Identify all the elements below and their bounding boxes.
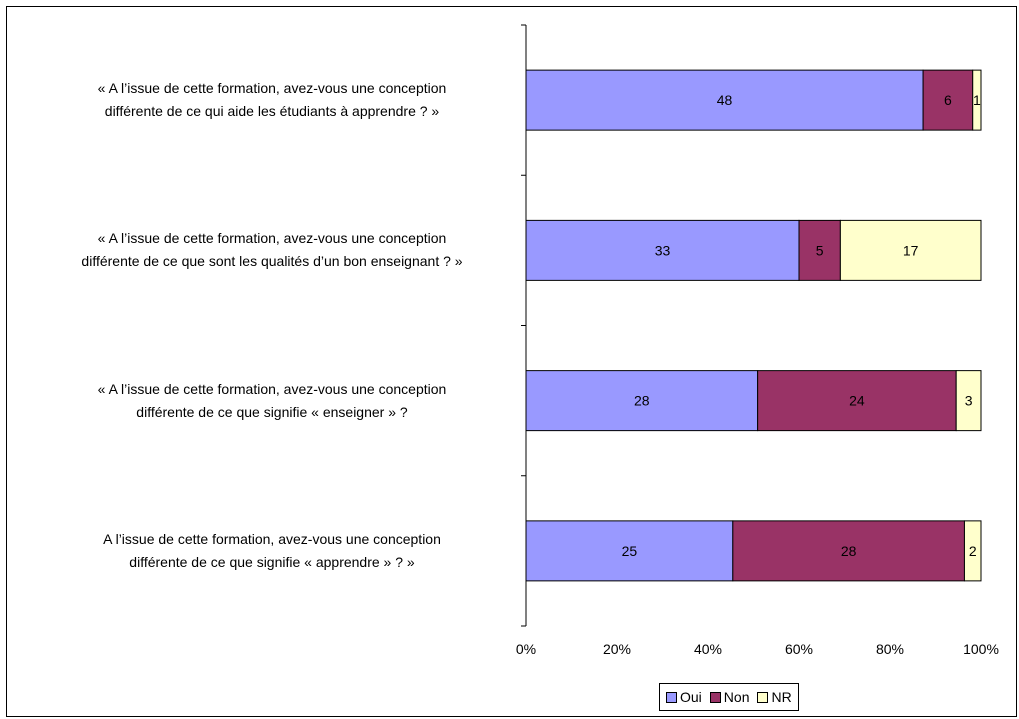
legend-swatch-non — [709, 691, 721, 703]
x-tick-label: 0% — [516, 641, 536, 657]
data-label-non-2: 5 — [816, 242, 824, 258]
data-label-oui-2: 33 — [655, 242, 671, 258]
category-label-line: différente de ce que signifie « enseigne… — [136, 403, 408, 420]
category-label-line: différente de ce qui aide les étudiants … — [104, 103, 440, 120]
legend-label-nr: NR — [771, 689, 792, 705]
bar-segment-oui-4 — [525, 520, 734, 582]
data-label-nr-4: 2 — [969, 543, 977, 559]
legend-swatch-oui — [666, 691, 677, 703]
category-label-line: « A l’issue de cette formation, avez-vou… — [97, 230, 447, 247]
category-label-1: « A l’issue de cette formation, avez-vou… — [32, 77, 512, 123]
category-label-4: A l’issue de cette formation, avez-vous … — [32, 528, 512, 574]
data-label-oui-4: 25 — [622, 543, 638, 559]
x-tick-label: 40% — [694, 641, 722, 657]
category-label-line: « A l’issue de cette formation, avez-vou… — [97, 380, 447, 397]
x-tick-label: 60% — [785, 641, 813, 657]
bar-segment-oui-3 — [525, 370, 759, 432]
bar-segment-non-4 — [732, 520, 965, 582]
category-label-2: « A l’issue de cette formation, avez-vou… — [32, 227, 512, 273]
bar-segment-nr-3 — [955, 370, 982, 432]
legend-item-nr: NR — [757, 689, 792, 705]
category-label-3: « A l’issue de cette formation, avez-vou… — [32, 378, 512, 424]
bar-segment-non-3 — [757, 370, 957, 432]
legend-swatch-nr — [757, 691, 769, 703]
bar-segment-oui-1 — [525, 69, 924, 131]
data-label-oui-3: 28 — [634, 393, 650, 409]
legend-label-non: Non — [723, 689, 750, 705]
bar-segment-oui-2 — [525, 219, 800, 281]
legend-item-non: Non — [709, 689, 750, 705]
bar-segment-nr-2 — [839, 219, 982, 281]
category-label-line: A l’issue de cette formation, avez-vous … — [103, 530, 441, 547]
data-label-non-3: 24 — [849, 393, 865, 409]
category-label-line: différente de ce que signifie « apprendr… — [129, 553, 415, 570]
category-label-line: « A l’issue de cette formation, avez-vou… — [97, 80, 447, 97]
data-label-non-1: 6 — [944, 92, 952, 108]
bar-segment-nr-4 — [963, 520, 982, 582]
category-label-line: différente de ce que sont les qualités d… — [81, 253, 463, 270]
x-tick-label: 80% — [876, 641, 904, 657]
data-label-nr-2: 17 — [903, 242, 919, 258]
data-label-non-4: 28 — [841, 543, 857, 559]
legend: Oui Non NR — [659, 683, 799, 711]
legend-label-oui: Oui — [680, 689, 702, 705]
data-label-nr-1: 1 — [973, 92, 981, 108]
data-label-oui-1: 48 — [717, 92, 733, 108]
bar-segment-non-2 — [798, 219, 841, 281]
x-tick-label: 100% — [963, 641, 999, 657]
bar-segment-nr-1 — [972, 69, 982, 131]
data-label-nr-3: 3 — [965, 393, 973, 409]
x-tick-label: 20% — [603, 641, 631, 657]
legend-item-oui: Oui — [666, 689, 702, 705]
